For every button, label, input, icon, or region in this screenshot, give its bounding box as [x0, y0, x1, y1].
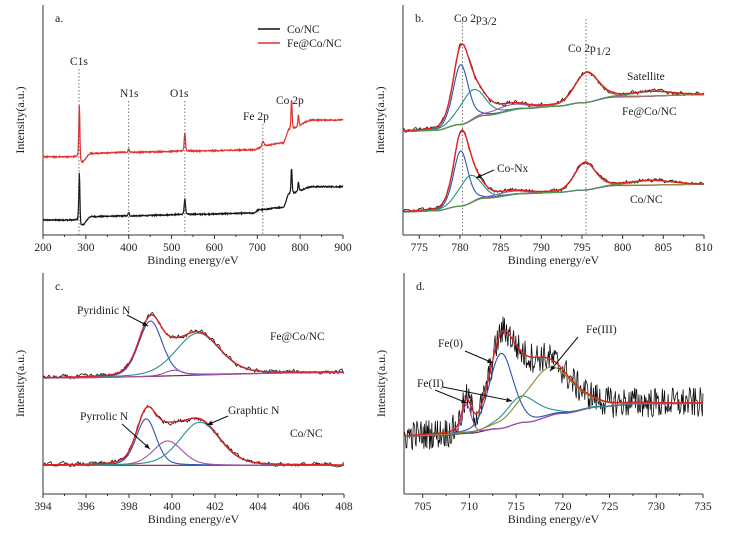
- fit-envelope: [403, 43, 704, 132]
- annotation-pyrrolic-n: Pyrrolic N: [80, 411, 129, 423]
- x-tick-label: 404: [249, 501, 267, 513]
- annotation-arrow: [434, 389, 468, 404]
- arrow-head: [550, 365, 556, 371]
- fit-component: [43, 418, 344, 466]
- annotation-graphtic-n: Graphtic N: [228, 405, 280, 417]
- x-tick-label: 775: [411, 242, 429, 254]
- fit-component: [43, 369, 344, 379]
- panel-label: c.: [55, 279, 63, 293]
- x-tick-label: 710: [461, 501, 479, 513]
- series-label: Co/NC: [290, 428, 323, 440]
- x-tick-label: 600: [206, 242, 224, 254]
- annotation-pyridinic-n: Pyridinic N: [77, 305, 131, 317]
- arrow-head: [506, 397, 512, 403]
- legend-entry: Fe@Co/NC: [287, 38, 342, 50]
- x-tick-label: 398: [120, 501, 138, 513]
- x-tick-label: 810: [695, 242, 713, 254]
- x-tick-label: 780: [451, 242, 469, 254]
- series-label: Fe@Co/NC: [622, 106, 677, 118]
- arrow-head: [142, 321, 148, 326]
- x-tick-label: 408: [335, 501, 353, 513]
- subscript: 1/2: [596, 46, 611, 58]
- peak-label: C1s: [70, 56, 88, 68]
- fit-envelope: [403, 129, 704, 213]
- x-tick-label: 735: [694, 501, 712, 513]
- x-tick-label: 730: [648, 501, 666, 513]
- x-tick-label: 402: [206, 501, 224, 513]
- fit-component: [404, 352, 703, 437]
- series-label: Co/NC: [630, 194, 663, 206]
- x-tick-label: 900: [334, 242, 352, 254]
- x-tick-label: 300: [77, 242, 95, 254]
- arrow-head: [144, 443, 150, 449]
- annotation-fe0: Fe(0): [438, 338, 463, 350]
- annotation-co2p32: Co 2p: [454, 13, 482, 25]
- x-tick-label: 705: [414, 501, 432, 513]
- annotation-arrow: [442, 386, 513, 402]
- arrow-head: [487, 358, 493, 363]
- raw-spectrum: [42, 311, 345, 380]
- x-tick-label: 394: [34, 501, 52, 513]
- raw-spectrum: [403, 316, 704, 450]
- y-axis-label: Intensity(a.u.): [13, 86, 27, 153]
- panel-d: 705 710 715 720 725 730 735 Binding energy/eV In…: [374, 273, 712, 526]
- y-axis-label: Intensity(a.u.): [374, 350, 388, 417]
- panel-a: 200 300 400 500 600 700 800 900 Binding energy/e…: [13, 5, 352, 267]
- series-label: Fe@Co/NC: [270, 331, 325, 343]
- panel-b: 775 780 785 790 795 800 805 810 Binding energy/e…: [373, 5, 713, 267]
- series-line-feconc: [42, 99, 344, 164]
- x-tick-label: 720: [554, 501, 572, 513]
- subscript: 3/2: [482, 16, 497, 28]
- arrow-head: [207, 420, 213, 425]
- x-axis-label: Binding energy/eV: [147, 253, 239, 267]
- peak-label: N1s: [120, 88, 139, 100]
- annotation-arrow: [121, 423, 151, 450]
- x-tick-label: 800: [614, 242, 632, 254]
- x-tick-label: 795: [573, 242, 591, 254]
- x-tick-label: 400: [120, 242, 138, 254]
- arrow-head: [461, 398, 467, 404]
- fit-envelope: [43, 405, 344, 466]
- peak-label: Fe 2p: [243, 111, 269, 123]
- x-tick-label: 725: [601, 501, 619, 513]
- x-axis-label: Binding energy/eV: [148, 512, 240, 526]
- annotation-satellite: Satellite: [627, 71, 665, 83]
- x-axis-label: Binding energy/eV: [508, 512, 600, 526]
- x-tick-label: 200: [34, 242, 52, 254]
- fit-envelope: [404, 329, 703, 437]
- x-tick-label: 700: [249, 242, 267, 254]
- series-line-conc: [42, 168, 344, 226]
- panel-label: d.: [416, 279, 425, 293]
- x-tick-label: 785: [492, 242, 510, 254]
- x-tick-label: 790: [533, 242, 551, 254]
- fit-envelope: [42, 314, 344, 379]
- annotation-fe2: Fe(II): [417, 378, 444, 390]
- panel-label: b.: [415, 11, 424, 25]
- x-tick-label: 800: [292, 242, 310, 254]
- annotation-fe3: Fe(III): [586, 324, 617, 336]
- annotation-co-nx: Co-Nx: [497, 163, 529, 175]
- x-tick-label: 406: [292, 501, 310, 513]
- fit-component: [43, 320, 344, 379]
- fit-component: [43, 440, 344, 466]
- y-axis-label: Intensity(a.u.): [373, 86, 387, 153]
- x-tick-label: 400: [163, 501, 181, 513]
- x-tick-label: 715: [508, 501, 526, 513]
- x-tick-label: 805: [655, 242, 673, 254]
- peak-label: O1s: [170, 88, 189, 100]
- x-tick-label: 396: [77, 501, 95, 513]
- x-axis-label: Binding energy/eV: [508, 253, 600, 267]
- raw-spectrum: [402, 42, 705, 134]
- y-axis-label: Intensity(a.u.): [13, 350, 27, 417]
- annotation-co2p12: Co 2p: [568, 43, 596, 55]
- panel-c: 394 396 398 400 402 404 406 408 Binding energy/e…: [13, 273, 353, 526]
- annotation-arrow: [549, 336, 579, 372]
- x-tick-label: 500: [163, 242, 181, 254]
- panel-label: a.: [55, 11, 63, 25]
- legend-entry: Co/NC: [287, 24, 320, 36]
- arrow-head: [476, 173, 482, 178]
- peak-label: Co 2p: [276, 95, 304, 107]
